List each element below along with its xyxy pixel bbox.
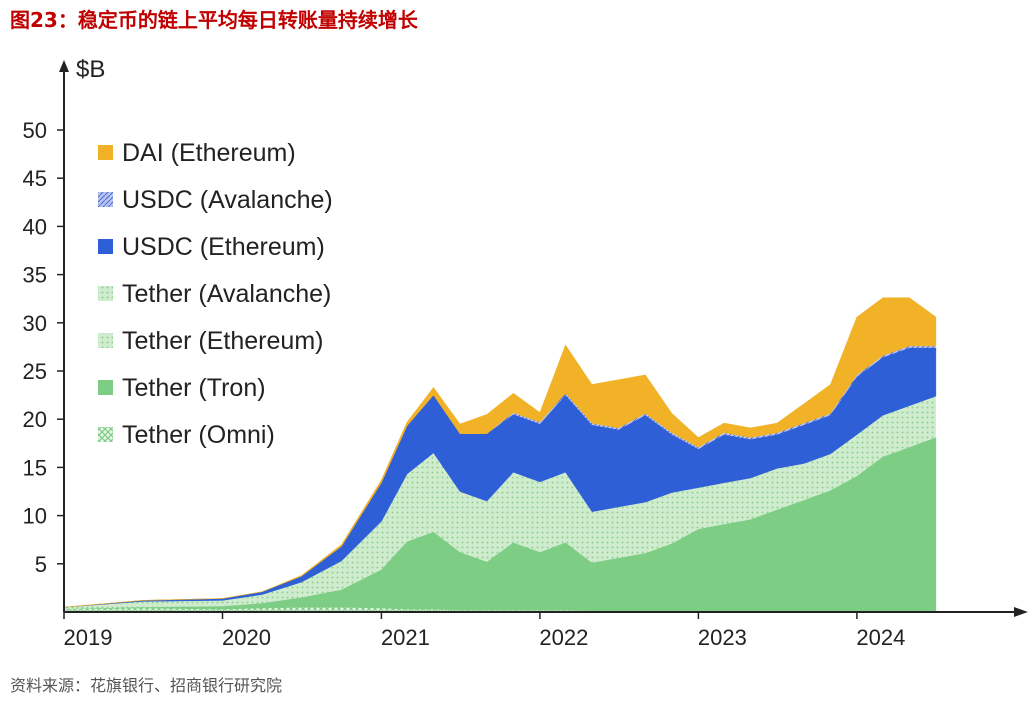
y-tick-label: 50 [23, 118, 47, 143]
legend-label: Tether (Avalanche) [122, 280, 331, 308]
legend: DAI (Ethereum) USDC (Avalanche) USDC (Ethe… [98, 139, 333, 449]
legend-swatch [98, 145, 113, 160]
legend-swatch [98, 380, 113, 395]
y-tick-label: 25 [23, 359, 47, 384]
legend-swatch [98, 192, 113, 207]
y-tick-label: 10 [23, 504, 47, 529]
y-tick-label: 35 [23, 263, 47, 288]
x-tick-label: 2022 [539, 625, 588, 650]
y-tick-label: 40 [23, 214, 47, 239]
y-tick-label: 30 [23, 311, 47, 336]
legend-label: DAI (Ethereum) [122, 139, 296, 167]
y-tick-label: 15 [23, 455, 47, 480]
legend-label: Tether (Ethereum) [122, 327, 323, 355]
x-tick-label: 2023 [698, 625, 747, 650]
legend-label: USDC (Avalanche) [122, 186, 333, 214]
legend-swatch [98, 427, 113, 442]
x-tick-label: 2020 [222, 625, 271, 650]
y-tick-label: 5 [35, 552, 47, 577]
x-tick-label: 2021 [381, 625, 430, 650]
y-axis-arrow [59, 60, 69, 72]
legend-swatch [98, 239, 113, 254]
stacked-area-chart: 5 10 15 20 25 30 35 40 45 50 2019 2020 2021 2022 2023 2… [0, 0, 1033, 712]
legend-label: Tether (Omni) [122, 421, 275, 449]
y-axis-unit-label: $B [76, 56, 105, 83]
legend-label: USDC (Ethereum) [122, 233, 325, 261]
legend-swatch [98, 333, 113, 348]
legend-swatch [98, 286, 113, 301]
x-tick-label: 2024 [856, 625, 905, 650]
x-axis-arrow [1014, 607, 1028, 617]
y-tick-label: 20 [23, 407, 47, 432]
y-tick-label: 45 [23, 166, 47, 191]
legend-label: Tether (Tron) [122, 374, 266, 402]
figure-source: 资料来源：花旗银行、招商银行研究院 [10, 672, 282, 696]
x-tick-label: 2019 [64, 625, 113, 650]
